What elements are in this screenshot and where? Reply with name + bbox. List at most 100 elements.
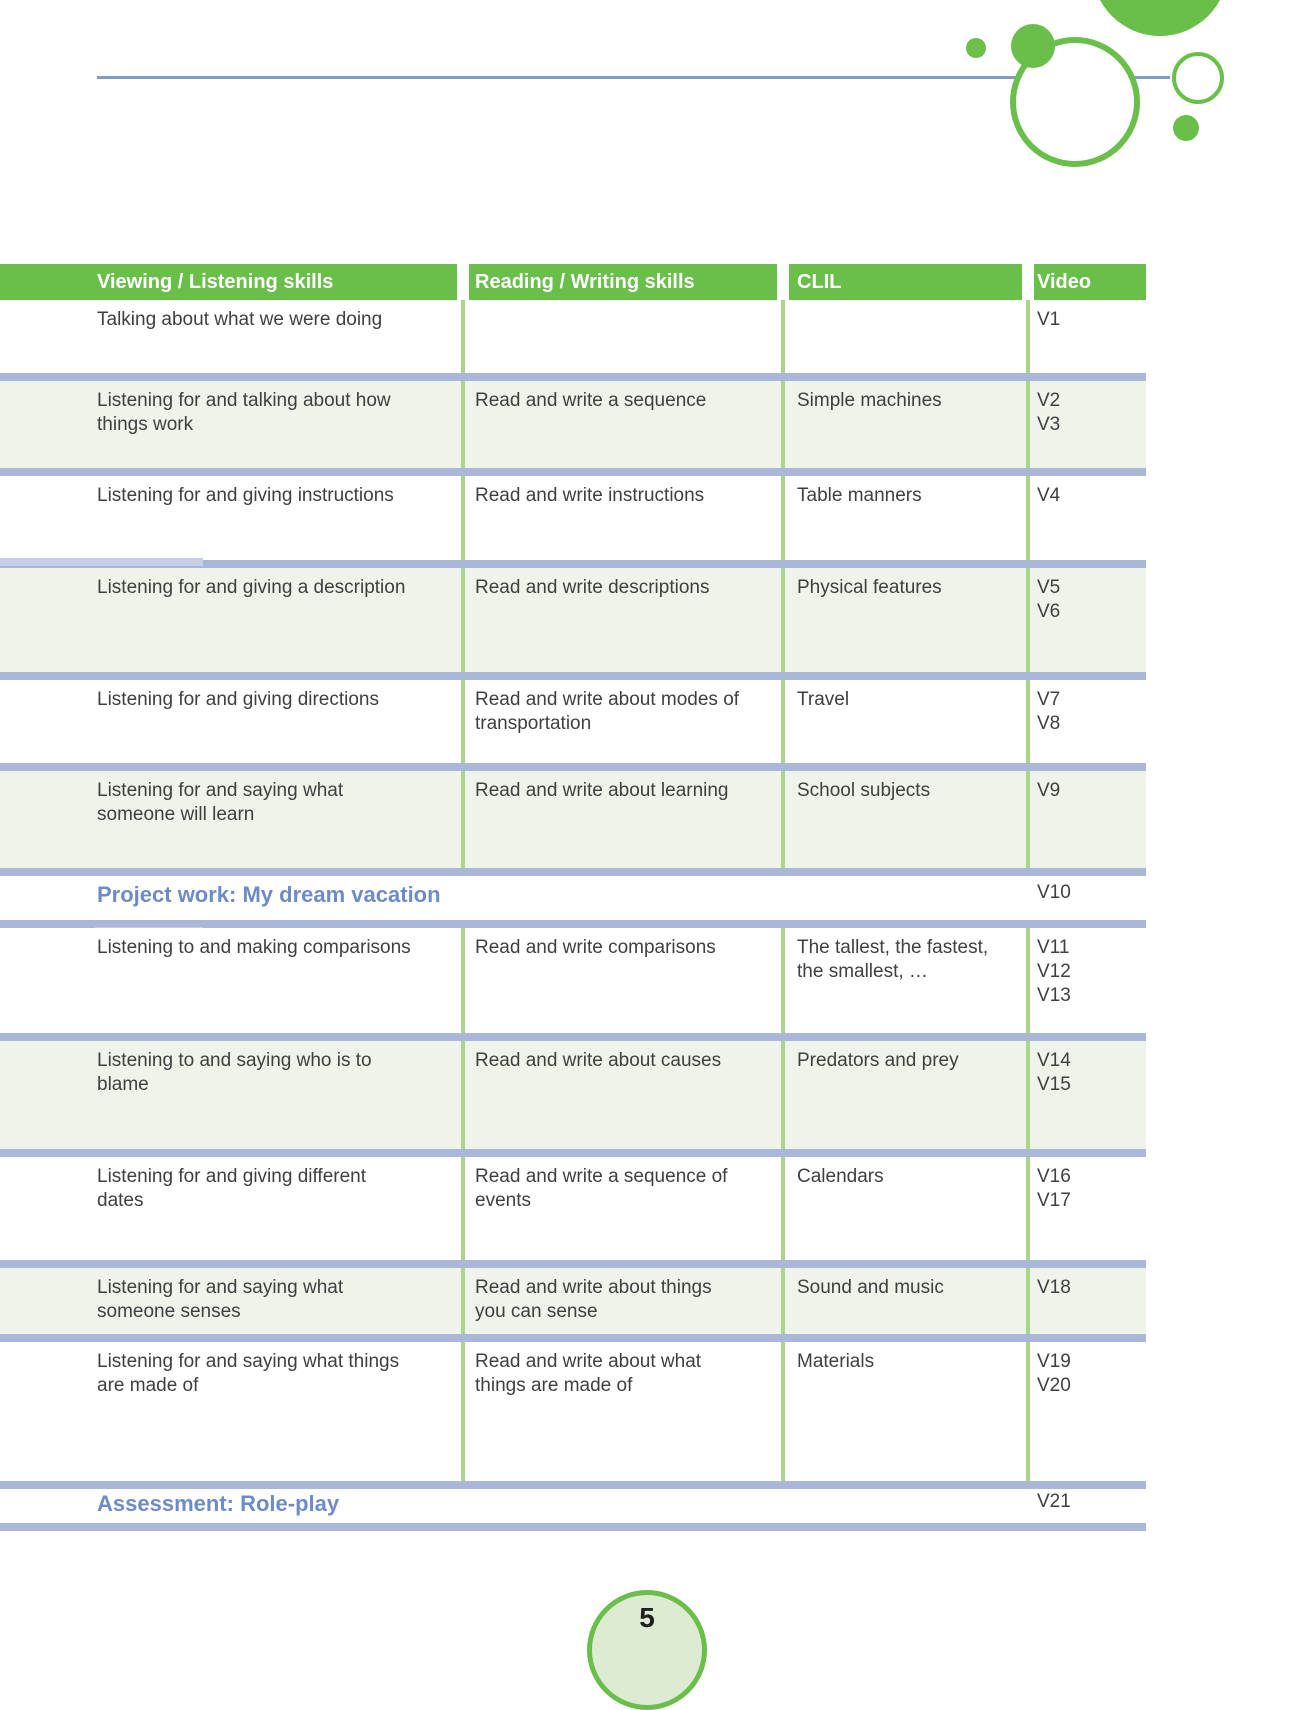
row-separator [0, 763, 1146, 771]
column-divider [461, 381, 465, 468]
column-divider [1026, 771, 1030, 868]
column-divider [1026, 476, 1030, 560]
video-cell: V19 V20 [1037, 1351, 1071, 1396]
reading-cell: Read and write about what things are mad… [475, 1351, 702, 1396]
decor-dot-small2-icon [1173, 115, 1199, 141]
decor-circle-large-top-icon [1092, 0, 1228, 36]
reading-cell: Read and write instructions [475, 485, 705, 506]
header-clil: CLIL [797, 271, 842, 293]
clil-cell: The tallest, the fastest, the smallest, … [797, 937, 989, 982]
table-row: Talking about what we were doing V1 [0, 300, 1146, 373]
header-reading-writing: Reading / Writing skills [475, 271, 695, 293]
video-cell: V14 V15 [1037, 1050, 1071, 1095]
reading-cell: Read and write about learning [475, 780, 729, 801]
column-divider [461, 1041, 465, 1149]
video-cell: V21 [1037, 1491, 1071, 1512]
video-cell: V18 [1037, 1277, 1071, 1298]
reading-cell: Read and write about things you can sens… [475, 1277, 712, 1322]
viewing-cell: Listening for and saying what someone wi… [97, 780, 344, 825]
table-header-row: Viewing / Listening skills Reading / Wri… [0, 264, 1146, 300]
video-cell: V7 V8 [1037, 689, 1061, 734]
viewing-cell: Listening to and making comparisons [97, 937, 411, 958]
viewing-cell: Listening for and giving instructions [97, 485, 394, 506]
clil-cell: Travel [797, 689, 850, 710]
header-column-gap [777, 264, 789, 300]
clil-cell: Simple machines [797, 390, 942, 411]
reading-cell: Read and write a sequence [475, 390, 707, 411]
reading-cell [475, 300, 770, 308]
page-number: 5 [639, 1602, 655, 1633]
column-divider [461, 1268, 465, 1334]
table-row: Listening to and saying who is to blame … [0, 1041, 1146, 1149]
page-number-badge: 5 [587, 1590, 707, 1710]
table-row: Listening to and making comparisons Read… [0, 928, 1146, 1033]
table-row: Listening for and saying what someone wi… [0, 771, 1146, 868]
column-divider [781, 300, 785, 373]
row-separator [0, 468, 1146, 476]
book-page: Viewing / Listening skills Reading / Wri… [0, 0, 1228, 1710]
project-work-row: Project work: My dream vacation V10 [0, 876, 1146, 920]
video-cell: V1 [1037, 309, 1061, 330]
clil-cell: Materials [797, 1351, 875, 1372]
video-cell: V5 V6 [1037, 577, 1061, 622]
clil-cell: Physical features [797, 577, 942, 598]
syllabus-table: Viewing / Listening skills Reading / Wri… [0, 264, 1146, 1531]
reading-cell: Read and write comparisons [475, 937, 716, 958]
header-column-gap [1022, 264, 1034, 300]
clil-cell [797, 300, 1019, 308]
viewing-cell: Listening to and saying who is to blame [97, 1050, 372, 1095]
table-row: Listening for and talking about how thin… [0, 381, 1146, 468]
column-divider [1026, 568, 1030, 672]
video-cell: V4 [1037, 485, 1061, 506]
video-cell: V10 [1037, 882, 1071, 903]
column-divider [1026, 1268, 1030, 1334]
project-work-heading: Project work: My dream vacation [97, 882, 441, 907]
column-divider [781, 1157, 785, 1260]
row-separator [0, 1033, 1146, 1041]
column-divider [1026, 1041, 1030, 1149]
column-divider [781, 1268, 785, 1334]
reading-cell: Read and write descriptions [475, 577, 710, 598]
row-separator [0, 373, 1146, 381]
column-divider [1026, 381, 1030, 468]
clil-cell: Table manners [797, 485, 922, 506]
assessment-heading: Assessment: Role-play [97, 1491, 340, 1516]
clil-cell: Calendars [797, 1166, 884, 1187]
video-cell: V11 V12 V13 [1037, 937, 1071, 1006]
video-cell: V16 V17 [1037, 1166, 1071, 1211]
row-separator [0, 1481, 1146, 1489]
column-divider [781, 771, 785, 868]
reading-cell: Read and write about modes of transporta… [475, 689, 740, 734]
header-viewing-listening: Viewing / Listening skills [97, 271, 334, 293]
viewing-cell: Listening for and giving a description [97, 577, 406, 598]
row-separator [0, 558, 1146, 568]
row-separator [0, 920, 1146, 932]
column-divider [1026, 680, 1030, 763]
viewing-cell: Listening for and giving different dates [97, 1166, 366, 1211]
viewing-cell: Listening for and saying what things are… [97, 1351, 400, 1396]
reading-cell: Read and write about causes [475, 1050, 722, 1071]
column-divider [461, 568, 465, 672]
clil-cell: School subjects [797, 780, 931, 801]
column-divider [1026, 1342, 1030, 1481]
clil-cell: Sound and music [797, 1277, 944, 1298]
row-separator [0, 1149, 1146, 1157]
header-video: Video [1037, 271, 1092, 293]
table-row: Listening for and giving directions Read… [0, 680, 1146, 763]
column-divider [461, 300, 465, 373]
column-divider [781, 928, 785, 1033]
column-divider [461, 928, 465, 1033]
video-cell: V9 [1037, 780, 1061, 801]
table-row: Listening for and saying what someone se… [0, 1268, 1146, 1334]
separator-artifact [0, 558, 203, 566]
video-cell: V2 V3 [1037, 390, 1061, 435]
row-separator [0, 1523, 1146, 1531]
table-row: Listening for and giving different dates… [0, 1157, 1146, 1260]
column-divider [461, 680, 465, 763]
column-divider [781, 568, 785, 672]
column-divider [461, 771, 465, 868]
decor-dot-medium-icon [1011, 24, 1055, 68]
top-rule-line [97, 76, 1170, 79]
column-divider [1026, 300, 1030, 373]
header-column-gap [457, 264, 469, 300]
